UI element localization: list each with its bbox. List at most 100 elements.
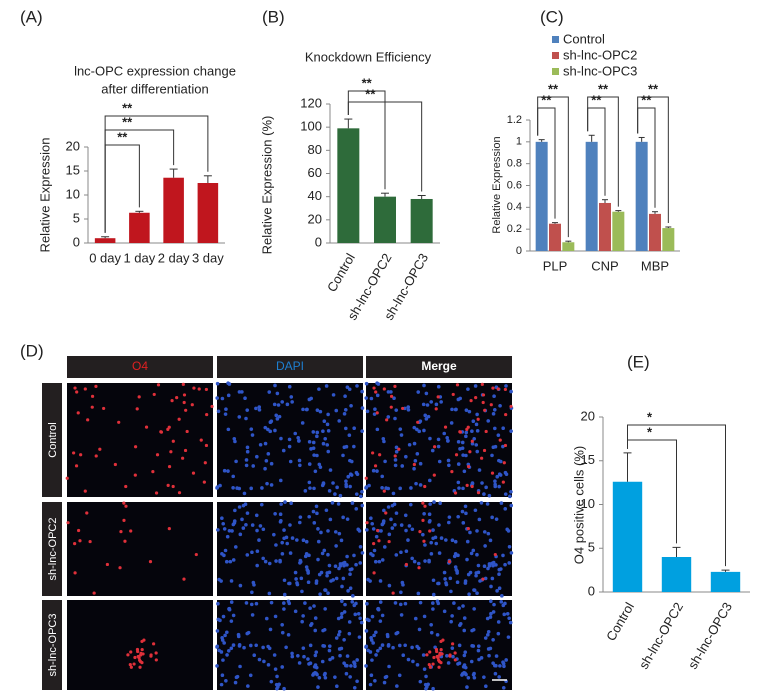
nucleus (458, 623, 462, 628)
nucleus (237, 642, 242, 647)
nucleus (311, 509, 316, 514)
nucleus (354, 601, 358, 606)
o4-cell (435, 649, 439, 654)
nucleus (334, 636, 339, 640)
nucleus (387, 583, 392, 588)
nucleus (245, 511, 250, 515)
nucleus (290, 651, 294, 656)
nucleus (390, 503, 395, 508)
nucleus (219, 682, 224, 687)
nucleus (226, 648, 231, 653)
nucleus (497, 484, 501, 489)
o4-cell (139, 651, 143, 655)
nucleus (326, 591, 330, 596)
nucleus (476, 570, 481, 575)
nucleus (273, 428, 277, 433)
x-tick-label: 1 day (123, 250, 155, 265)
nucleus (322, 419, 327, 423)
nucleus (381, 521, 386, 525)
nucleus (242, 491, 247, 496)
nucleus (421, 653, 426, 657)
o4-cell (199, 438, 203, 442)
o4-cell (185, 429, 189, 434)
nucleus (439, 536, 444, 540)
o4-cell (166, 483, 170, 487)
nucleus (344, 671, 349, 676)
nucleus (303, 601, 307, 605)
nucleus (323, 436, 328, 441)
o4-cell (76, 528, 81, 533)
nucleus (352, 685, 357, 690)
nucleus (486, 647, 491, 651)
nucleus (415, 452, 420, 456)
error-bar (538, 139, 545, 142)
significance-label: ** (122, 100, 133, 115)
nucleus (472, 607, 476, 611)
nucleus (374, 653, 378, 657)
nucleus (489, 611, 493, 616)
nucleus (296, 653, 300, 658)
o4-cell (428, 529, 432, 533)
nucleus (307, 462, 312, 466)
nucleus (215, 396, 219, 400)
nucleus (227, 528, 232, 533)
nucleus (490, 576, 495, 581)
bar (163, 177, 184, 243)
nucleus (348, 572, 352, 577)
o4-cell (88, 539, 92, 544)
o4-cell (374, 390, 378, 394)
nucleus (465, 685, 469, 689)
nucleus (307, 514, 311, 519)
nucleus (327, 648, 332, 653)
o4-cell (425, 653, 429, 657)
o4-cell (85, 511, 89, 515)
nucleus (509, 503, 514, 508)
nucleus (436, 384, 441, 389)
nucleus (317, 387, 321, 391)
nucleus (225, 534, 230, 539)
nucleus (275, 391, 280, 396)
nucleus (297, 661, 302, 665)
y-tick-label: 5 (588, 540, 595, 555)
o4-cell (119, 530, 123, 534)
nucleus (496, 433, 501, 437)
nucleus (304, 539, 309, 544)
o4-cell (124, 484, 128, 489)
nucleus (223, 412, 228, 416)
o4-cell (496, 387, 500, 391)
o4-cell (202, 480, 206, 484)
nucleus (215, 664, 219, 668)
nucleus (252, 583, 256, 587)
nucleus (504, 384, 508, 388)
nucleus (506, 635, 511, 639)
nucleus (249, 427, 254, 431)
o4-cell (427, 663, 431, 667)
nucleus (305, 568, 310, 572)
nucleus (446, 520, 451, 525)
o4-cell (437, 665, 441, 669)
nucleus (318, 409, 323, 414)
nucleus (322, 644, 327, 648)
panel-label: (C) (540, 7, 564, 26)
x-tick-label: sh-lnc-OPC2 (636, 600, 686, 672)
nucleus (313, 616, 318, 620)
nucleus (218, 618, 222, 623)
nucleus (492, 602, 496, 607)
nucleus (452, 554, 457, 559)
nucleus (506, 529, 511, 533)
nucleus (232, 436, 237, 441)
nucleus (394, 445, 399, 450)
o4-cell (94, 454, 98, 458)
error-bar (665, 226, 672, 229)
nucleus (275, 674, 279, 679)
o4-cell (83, 387, 87, 391)
nucleus (386, 486, 391, 491)
nucleus (337, 419, 342, 423)
o4-cell (170, 399, 174, 403)
row-header (42, 502, 62, 596)
nucleus (475, 449, 480, 454)
nucleus (262, 659, 266, 664)
nucleus (231, 485, 235, 490)
nucleus (503, 507, 508, 511)
